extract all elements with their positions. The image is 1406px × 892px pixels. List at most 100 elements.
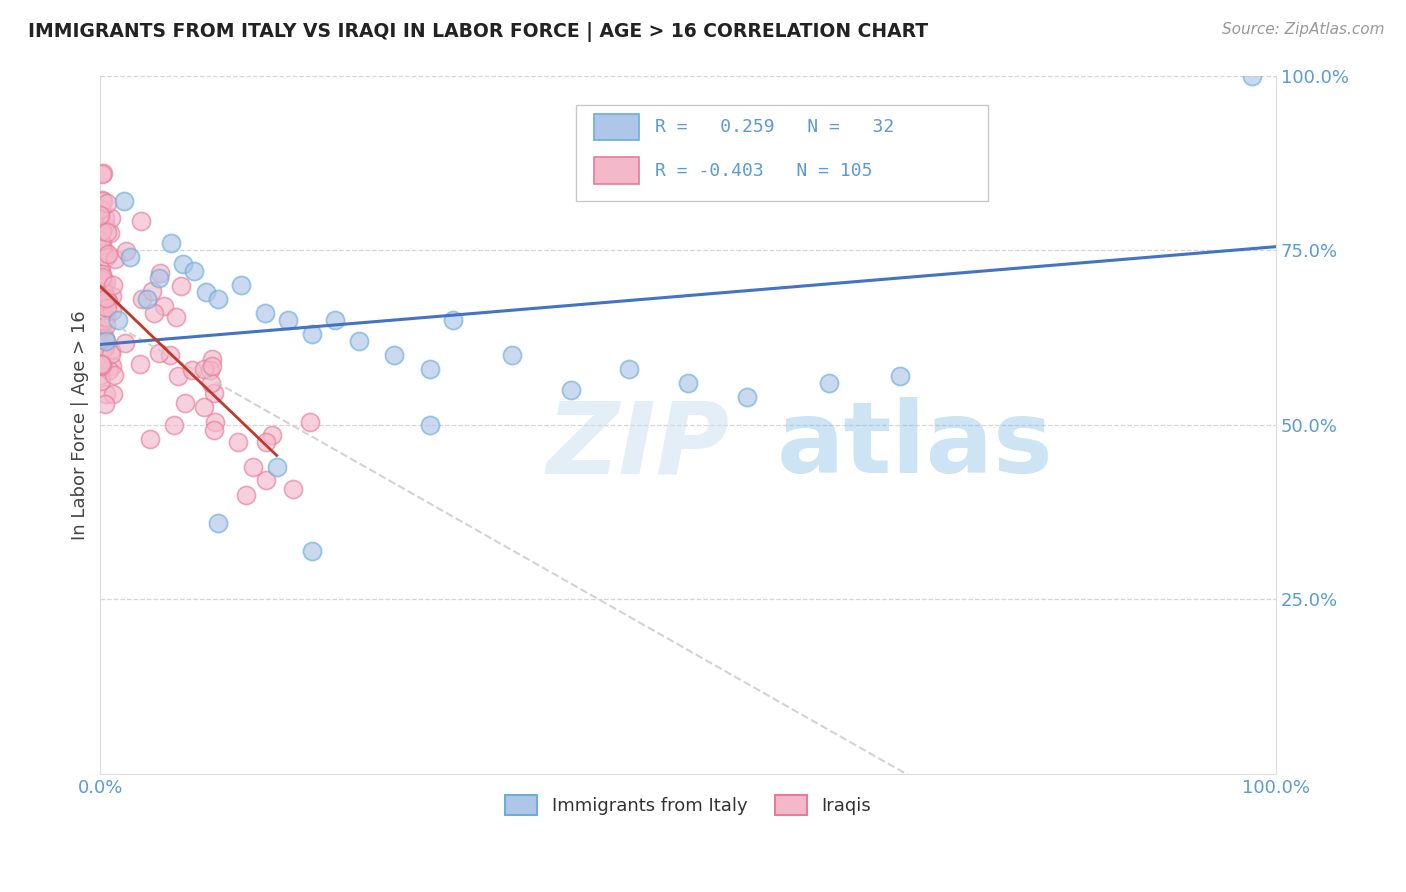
Point <box>118 250 141 264</box>
Point <box>89 208 111 222</box>
Point <box>90 359 112 374</box>
Point <box>97 247 120 261</box>
Point <box>1241 69 1264 83</box>
Point <box>90 357 112 371</box>
Point <box>93 285 115 299</box>
Point <box>818 376 841 390</box>
Point <box>91 342 114 356</box>
Point <box>96 291 118 305</box>
Point <box>91 293 114 307</box>
Point <box>91 267 114 281</box>
Point <box>91 275 114 289</box>
Point <box>96 387 118 401</box>
Y-axis label: In Labor Force | Age > 16: In Labor Force | Age > 16 <box>72 310 89 540</box>
Point <box>149 266 172 280</box>
Text: IMMIGRANTS FROM ITALY VS IRAQI IN LABOR FORCE | AGE > 16 CORRELATION CHART: IMMIGRANTS FROM ITALY VS IRAQI IN LABOR … <box>28 22 928 42</box>
Point <box>301 543 323 558</box>
Point <box>142 306 165 320</box>
Point <box>193 400 215 414</box>
Point <box>889 368 911 383</box>
Point <box>277 313 299 327</box>
Point <box>100 343 122 358</box>
Point <box>128 357 150 371</box>
Point <box>129 213 152 227</box>
Point <box>382 348 405 362</box>
Point <box>235 488 257 502</box>
Point <box>96 334 118 348</box>
Point <box>90 280 112 294</box>
Point <box>560 383 582 397</box>
Point <box>91 277 114 292</box>
Point <box>207 516 229 530</box>
Point <box>207 292 229 306</box>
Point <box>141 285 163 299</box>
Point <box>153 299 176 313</box>
Point <box>112 194 135 209</box>
Point <box>90 358 112 372</box>
Point <box>93 292 115 306</box>
Text: R =   0.259   N =   32: R = 0.259 N = 32 <box>655 119 894 136</box>
Point <box>103 368 125 382</box>
Point <box>148 271 170 285</box>
Point <box>167 368 190 383</box>
Point <box>100 289 122 303</box>
Point <box>96 225 118 239</box>
Point <box>90 285 112 300</box>
Point <box>165 310 187 325</box>
Point <box>735 390 758 404</box>
Point <box>100 346 122 360</box>
Bar <box>595 114 638 141</box>
Point <box>198 363 221 377</box>
Point <box>148 346 170 360</box>
Point <box>418 417 440 432</box>
Point <box>301 326 323 341</box>
Point <box>100 226 122 240</box>
Point <box>91 194 114 209</box>
Text: Source: ZipAtlas.com: Source: ZipAtlas.com <box>1222 22 1385 37</box>
Point <box>676 376 699 390</box>
Point <box>201 359 224 373</box>
Point <box>94 310 117 324</box>
Point <box>202 385 225 400</box>
Point <box>90 368 112 382</box>
Text: ZIP: ZIP <box>547 397 730 494</box>
Point <box>91 270 114 285</box>
Point <box>90 277 112 292</box>
Point <box>107 313 129 327</box>
Point <box>90 216 112 230</box>
Point <box>90 235 112 249</box>
Point <box>90 317 112 331</box>
Point <box>94 218 117 232</box>
Point <box>94 245 117 260</box>
Point <box>90 238 112 252</box>
Point <box>91 313 114 327</box>
Point <box>89 260 111 274</box>
Point <box>201 352 224 367</box>
Point <box>159 348 181 362</box>
Point <box>104 252 127 266</box>
Point <box>94 250 117 264</box>
Point <box>90 272 112 286</box>
Point <box>93 293 115 307</box>
Point <box>94 275 117 289</box>
Point <box>160 236 183 251</box>
Point <box>91 166 114 180</box>
Point <box>91 322 114 336</box>
Point <box>131 292 153 306</box>
Point <box>169 278 191 293</box>
Point <box>242 459 264 474</box>
Point <box>115 244 138 259</box>
Point <box>254 473 277 487</box>
Legend: Immigrants from Italy, Iraqis: Immigrants from Italy, Iraqis <box>496 786 880 824</box>
Point <box>91 224 114 238</box>
Point <box>100 304 122 318</box>
Point <box>93 333 115 347</box>
Point <box>90 202 112 217</box>
Point <box>200 376 222 391</box>
Point <box>228 434 250 449</box>
Bar <box>595 157 638 184</box>
Point <box>90 193 112 207</box>
Point <box>173 396 195 410</box>
Point <box>266 459 288 474</box>
Point <box>101 278 124 293</box>
